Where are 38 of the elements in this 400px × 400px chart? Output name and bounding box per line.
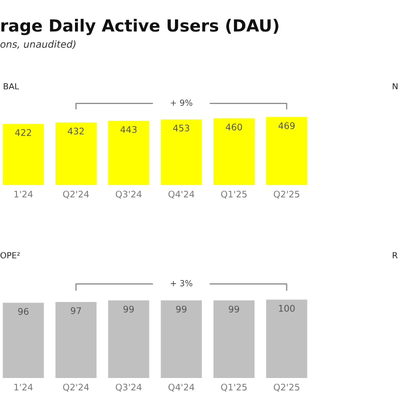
data-label: 100 [279, 304, 295, 312]
x-tick-label: 1'24 [14, 384, 33, 390]
x-tick-label: Q1'25 [221, 384, 247, 392]
x-tick-label: Q2'25 [274, 190, 300, 199]
x-tick-label: Q4'24 [168, 190, 194, 199]
chart-title: rage Daily Active Users (DAU) [1, 18, 278, 36]
text: + 3% [170, 280, 192, 286]
text: R [392, 252, 398, 258]
data-label: 96 [18, 308, 29, 315]
bar [108, 120, 150, 185]
bar [2, 124, 44, 185]
bar [266, 117, 308, 185]
x-tick-label: Q3'24 [116, 190, 142, 199]
x-tick-label: Q1'25 [221, 190, 247, 199]
x-axis-title: OPE² [0, 252, 20, 258]
x-tick-label: Q3'24 [116, 384, 142, 392]
x-tick-label: Q2'24 [63, 384, 89, 392]
data-label: 469 [278, 122, 295, 130]
data-label: 422 [15, 129, 32, 136]
chart-subtitle: ons, unaudited) [0, 40, 76, 49]
x-axis-title: BAL [4, 83, 20, 90]
data-label: 99 [228, 306, 240, 313]
text: + 9% [170, 100, 192, 106]
x-tick-label: 1'24 [14, 190, 33, 198]
bar [213, 118, 255, 185]
text: N [392, 83, 398, 90]
bar [160, 119, 202, 185]
data-label: 443 [120, 126, 137, 133]
x-tick-label: Q2'25 [274, 384, 300, 392]
data-label: 432 [68, 128, 84, 135]
data-label: 97 [70, 307, 81, 314]
x-tick-label: Q4'24 [168, 384, 194, 392]
data-label: 453 [173, 124, 190, 132]
data-label: 460 [226, 124, 242, 130]
data-label: 99 [176, 306, 186, 313]
bar [55, 122, 97, 185]
data-label: 99 [123, 306, 134, 313]
x-tick-label: Q2'24 [63, 190, 89, 199]
